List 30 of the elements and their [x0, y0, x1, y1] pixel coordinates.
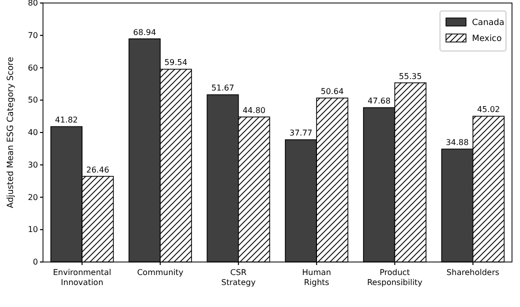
data-label: 51.67 — [211, 84, 234, 93]
x-tick-label: Shareholders — [446, 268, 500, 277]
x-tick-label: CSR Strategy — [221, 268, 256, 287]
data-label: 41.82 — [54, 116, 78, 125]
data-label: 44.80 — [242, 106, 266, 115]
y-axis-title: Adjusted Mean ESG Category Score — [6, 56, 16, 208]
x-tick-label: Human Rights — [302, 268, 332, 287]
y-tick-label: 0 — [32, 258, 38, 267]
y-tick-label: 30 — [28, 160, 38, 170]
data-label: 34.88 — [446, 138, 469, 148]
data-label: 68.94 — [133, 28, 156, 37]
data-label: 37.77 — [289, 128, 312, 138]
data-label: 47.68 — [368, 96, 391, 106]
x-tick-label: Environmental Innovation — [52, 268, 112, 287]
x-tick-label: Community — [137, 268, 184, 277]
x-tick-label: Product Responsibility — [367, 268, 423, 287]
legend-label: Mexico — [472, 34, 502, 44]
data-label: 45.02 — [477, 105, 500, 114]
legend-label: Canada — [472, 18, 504, 28]
y-tick-label: 50 — [28, 96, 38, 105]
y-tick-label: 10 — [28, 225, 38, 234]
y-tick-label: 80 — [28, 0, 38, 8]
data-label: 55.35 — [398, 72, 422, 81]
y-tick-label: 20 — [28, 192, 38, 202]
data-label: 59.54 — [164, 58, 188, 68]
data-label: 50.64 — [320, 87, 344, 96]
y-tick-label: 70 — [28, 30, 38, 40]
y-tick-label: 40 — [28, 128, 38, 138]
data-label: 26.46 — [86, 165, 110, 174]
y-tick-label: 60 — [28, 63, 38, 72]
